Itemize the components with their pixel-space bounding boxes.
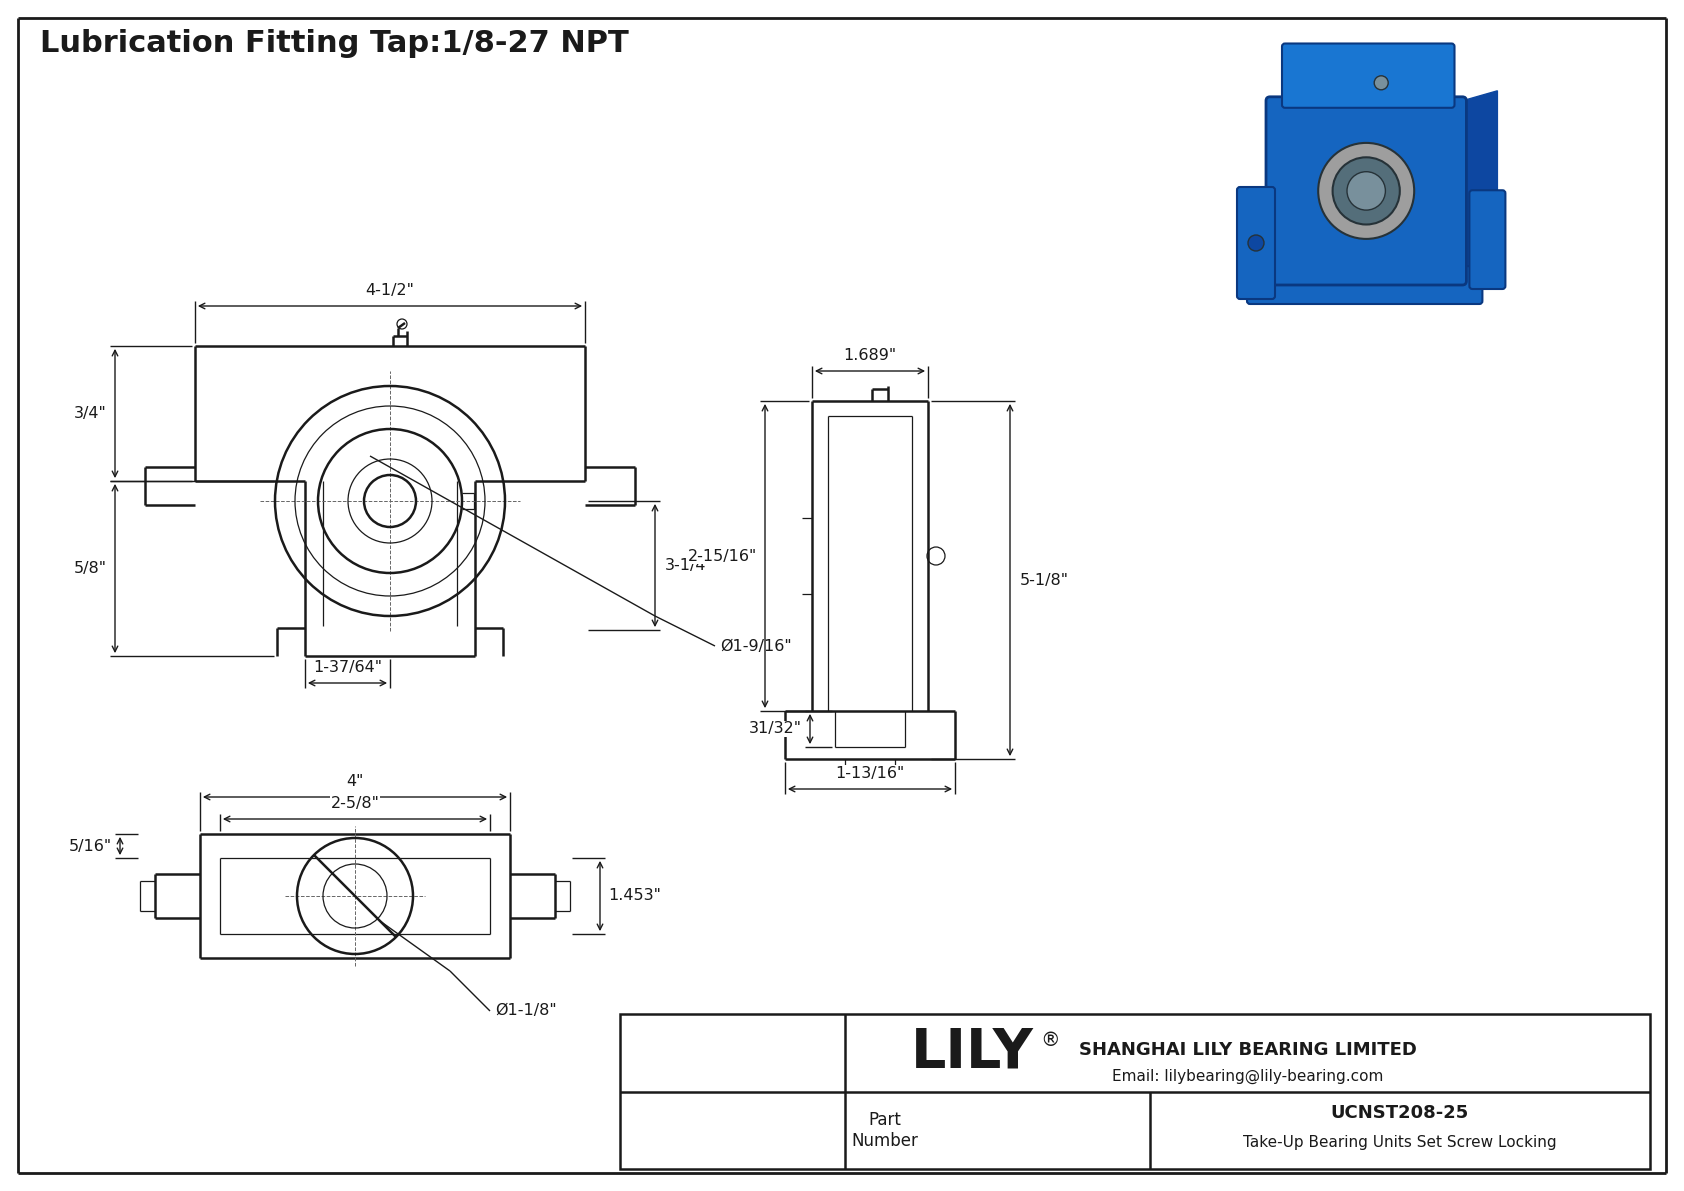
Text: 4": 4" bbox=[347, 774, 364, 788]
Text: 1.453": 1.453" bbox=[608, 888, 660, 904]
FancyBboxPatch shape bbox=[1266, 96, 1467, 285]
Bar bbox=[620, 1014, 1650, 1170]
Circle shape bbox=[1374, 76, 1388, 89]
Text: 5/8": 5/8" bbox=[74, 561, 108, 576]
Text: 3-1/4": 3-1/4" bbox=[665, 559, 714, 573]
Text: Lubrication Fitting Tap:1/8-27 NPT: Lubrication Fitting Tap:1/8-27 NPT bbox=[40, 29, 628, 57]
FancyBboxPatch shape bbox=[1238, 187, 1275, 299]
Text: Take-Up Bearing Units Set Screw Locking: Take-Up Bearing Units Set Screw Locking bbox=[1243, 1135, 1556, 1151]
Circle shape bbox=[1248, 235, 1265, 251]
Text: SHANGHAI LILY BEARING LIMITED: SHANGHAI LILY BEARING LIMITED bbox=[1078, 1041, 1416, 1059]
Text: 2-5/8": 2-5/8" bbox=[330, 796, 379, 811]
FancyBboxPatch shape bbox=[1282, 44, 1455, 108]
Text: UCNST208-25: UCNST208-25 bbox=[1330, 1104, 1468, 1122]
Circle shape bbox=[1319, 143, 1415, 239]
Text: Part
Number: Part Number bbox=[852, 1111, 918, 1149]
FancyBboxPatch shape bbox=[1470, 191, 1505, 289]
FancyBboxPatch shape bbox=[1246, 267, 1482, 304]
Text: Ø1-1/8": Ø1-1/8" bbox=[495, 1004, 557, 1018]
Text: 5-1/8": 5-1/8" bbox=[1021, 573, 1069, 587]
Text: Ø1-9/16": Ø1-9/16" bbox=[721, 638, 791, 654]
Text: 3/4": 3/4" bbox=[74, 406, 108, 420]
Circle shape bbox=[1347, 172, 1386, 210]
Polygon shape bbox=[1270, 272, 1497, 281]
Text: 4-1/2": 4-1/2" bbox=[365, 283, 414, 298]
Polygon shape bbox=[1462, 91, 1497, 281]
Circle shape bbox=[1332, 157, 1399, 224]
Text: 31/32": 31/32" bbox=[749, 722, 802, 736]
Text: Email: lilybearing@lily-bearing.com: Email: lilybearing@lily-bearing.com bbox=[1111, 1068, 1383, 1084]
Text: 1-37/64": 1-37/64" bbox=[313, 660, 382, 675]
Text: LILY: LILY bbox=[911, 1025, 1034, 1080]
Text: 2-15/16": 2-15/16" bbox=[687, 549, 758, 563]
Text: 1-13/16": 1-13/16" bbox=[835, 766, 904, 781]
Text: 1.689": 1.689" bbox=[844, 348, 896, 363]
Text: ®: ® bbox=[1041, 1031, 1059, 1049]
Text: 5/16": 5/16" bbox=[69, 838, 113, 854]
